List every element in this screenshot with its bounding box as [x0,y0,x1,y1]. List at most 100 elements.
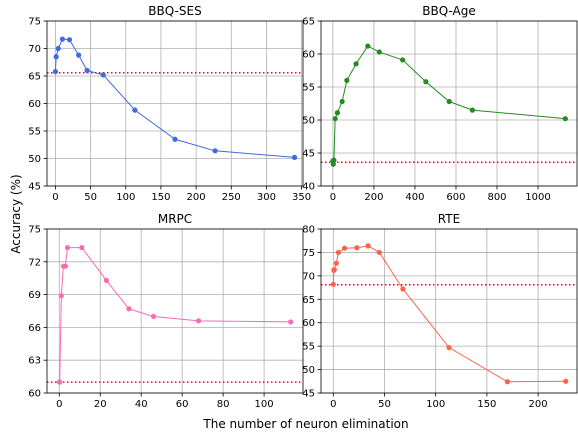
y-tick-label: 75 [28,17,41,28]
x-tick-label: 1000 [525,192,550,203]
y-tick-label: 63 [28,356,41,367]
panel-title-bbq-ses: BBQ-SES [148,4,201,18]
y-tick-label: 50 [28,154,41,165]
plot-frame-rte [320,228,578,394]
y-tick-label: 60 [28,389,41,400]
data-point [423,79,429,85]
x-tick-label: 40 [135,399,148,410]
y-tick-label: 50 [302,116,315,127]
data-point [330,161,336,167]
y-tick-label: 72 [28,257,41,268]
data-point [84,67,90,74]
y-tick-label: 69 [28,290,41,301]
y-tick-label: 75 [302,248,315,259]
x-tick-label: 50 [378,399,391,410]
panel-rte: 0 50 100 150 200 45 50 55 60 65 70 75 80 RTE [302,212,578,410]
data-point [332,116,338,122]
data-point [376,249,382,256]
y-tick-label: 65 [302,17,315,28]
x-tick-label: 200 [364,192,383,203]
data-point [469,107,475,113]
data-point [195,318,202,324]
y-tick-label: 55 [302,83,315,94]
data-point [57,379,63,385]
data-point [132,107,138,113]
plot-frame-bbq-age [320,20,578,187]
x-tick-label: 50 [84,192,97,203]
x-tick-label: 100 [255,399,274,410]
x-tick-label: 0 [330,399,336,410]
data-point [150,313,157,320]
data-point [103,277,109,283]
data-point [126,306,132,312]
data-point [53,54,59,60]
y-tick-label: 60 [302,50,315,61]
y-tick-label: 40 [302,182,315,193]
x-tick-label: 200 [529,399,548,410]
data-point [344,77,350,83]
data-point [353,61,359,67]
data-point [59,36,66,42]
data-point [79,244,85,251]
panel-mrpc: 0 20 40 60 80 100 60 63 66 69 72 75 MRPC [28,212,304,410]
y-axis-label: Accuracy (%) [9,174,23,253]
data-point [76,52,82,58]
x-tick-label: 400 [405,192,424,203]
data-point [376,49,382,55]
data-point [400,286,406,292]
x-tick-label: 20 [94,399,107,410]
panel-title-rte: RTE [438,212,460,226]
data-point [212,148,218,154]
x-tick-label: 150 [151,192,170,203]
data-point [562,116,568,122]
data-point [291,154,298,160]
y-tick-label: 80 [302,225,315,236]
x-tick-label: 150 [477,399,496,410]
y-tick-label: 70 [302,271,315,282]
x-tick-label: 60 [176,399,189,410]
data-point [400,57,406,63]
data-point [172,136,178,142]
y-tick-label: 70 [28,44,41,55]
y-tick-label: 75 [28,225,41,236]
data-point [563,378,569,384]
data-point [339,98,345,105]
x-tick-label: 100 [116,192,135,203]
y-tick-label: 55 [28,127,41,138]
data-point [64,244,71,251]
x-tick-label: 800 [487,192,506,203]
y-tick-label: 60 [302,318,315,329]
y-tick-label: 55 [302,342,315,353]
x-tick-label: 0 [52,192,58,203]
data-point [341,245,348,251]
x-tick-label: 300 [257,192,276,203]
panel-bbq-ses: 0 50 100 150 200 250 300 350 45 50 55 60 65 70 75 BBQ-S… [28,4,311,203]
plot-frame-mrpc [46,228,304,394]
y-tick-label: 45 [302,389,315,400]
series-line-bbq-age [332,45,566,165]
y-tick-label: 66 [28,323,41,334]
panel-title-mrpc: MRPC [158,212,192,226]
y-tick-label: 45 [302,149,315,160]
data-point [365,243,371,249]
grid-bbq-ses [47,20,303,187]
data-point [446,98,452,105]
data-point [288,319,294,325]
data-point [62,263,69,269]
series-line-rte [332,245,566,383]
grid-mrpc [47,228,303,394]
data-point [354,245,360,251]
x-tick-label: 600 [446,192,465,203]
x-tick-label: 350 [292,192,311,203]
data-point [66,37,73,43]
panel-bbq-age: 0 200 400 600 800 1000 40 45 50 55 60 65 BBQ-Age [302,4,578,203]
panel-title-bbq-age: BBQ-Age [422,4,476,18]
data-point [333,260,339,266]
data-point [334,110,341,116]
y-tick-label: 45 [28,182,41,193]
data-point [100,72,106,78]
x-tick-label: 0 [330,192,336,203]
data-point [330,281,336,287]
data-point [365,43,371,49]
